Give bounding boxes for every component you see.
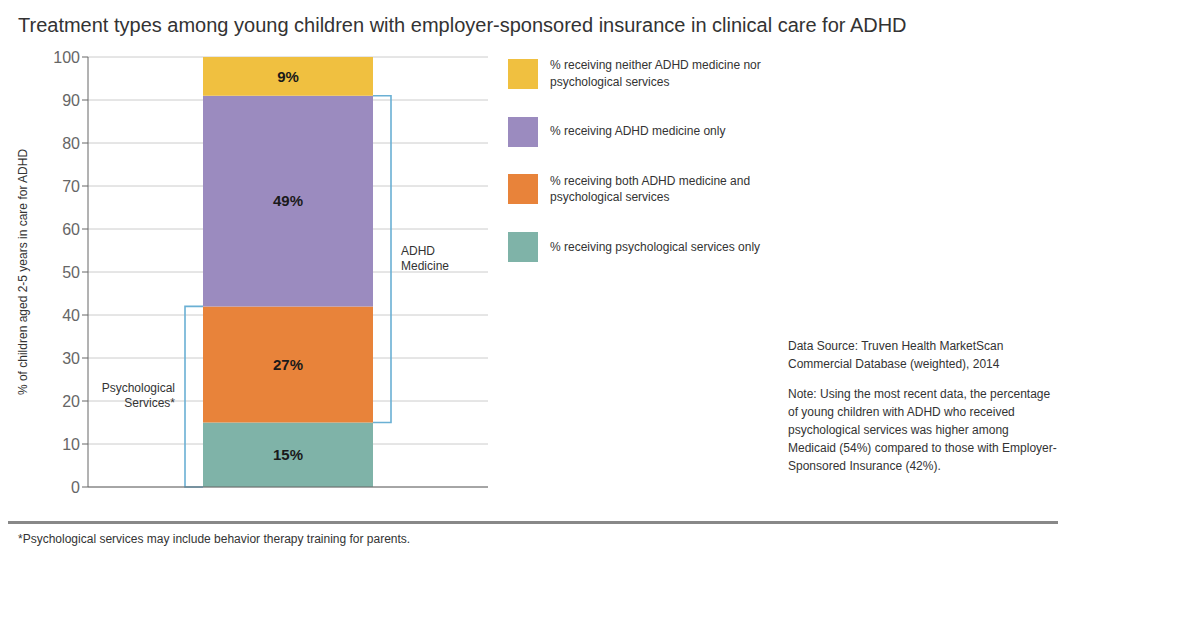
svg-text:PsychologicalServices*: PsychologicalServices* <box>102 381 176 410</box>
svg-text:% of children aged 2-5 years i: % of children aged 2-5 years in care for… <box>16 149 30 395</box>
svg-text:80: 80 <box>62 135 80 152</box>
svg-text:20: 20 <box>62 393 80 410</box>
svg-text:15%: 15% <box>273 446 303 463</box>
svg-text:50: 50 <box>62 264 80 281</box>
svg-text:27%: 27% <box>273 356 303 373</box>
svg-text:30: 30 <box>62 350 80 367</box>
html-text:% receiving ADHD medicine only: % receiving ADHD medicine only <box>550 124 726 139</box>
svg-text:40: 40 <box>62 307 80 324</box>
html-text:% receiving both ADHD medicine: % receiving both ADHD medicine and psych… <box>550 173 751 205</box>
svg-text:ADHDMedicine: ADHDMedicine <box>401 244 449 273</box>
svg-text:9%: 9% <box>277 68 299 85</box>
svg-text:70: 70 <box>62 178 80 195</box>
svg-text:90: 90 <box>62 92 80 109</box>
svg-text:10: 10 <box>62 436 80 453</box>
html-text:% receiving psychological serv: % receiving psychological services only <box>550 239 761 254</box>
svg-text:100: 100 <box>53 49 80 66</box>
svg-text:49%: 49% <box>273 192 303 209</box>
html-text:% receiving neither ADHD medic: % receiving neither ADHD medicine nor ps… <box>550 58 761 89</box>
html-text:Note: Using the most recent da: Note: Using the most recent data, the pe… <box>788 387 1057 473</box>
html-text:*Psychological services may in: *Psychological services may include beha… <box>18 532 411 546</box>
html-text:Data Source: Truven Health Mar: Data Source: Truven Health MarketScan Co… <box>788 339 1004 371</box>
svg-text:60: 60 <box>62 221 80 238</box>
html-text:Treatment types among young ch: Treatment types among young children wit… <box>18 14 907 36</box>
svg-text:0: 0 <box>71 479 80 496</box>
